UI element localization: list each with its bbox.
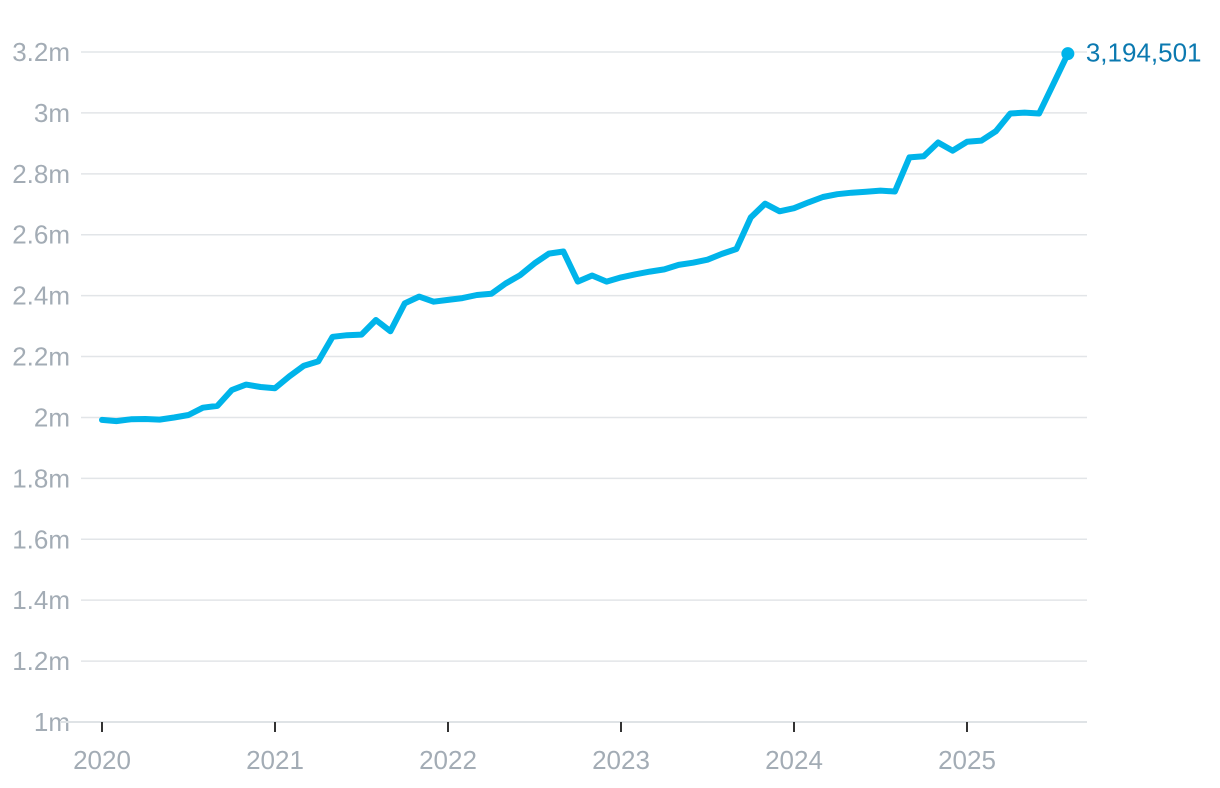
y-tick-label: 1.2m — [12, 646, 70, 676]
x-tick-label: 2020 — [73, 745, 131, 775]
y-tick-label: 1.4m — [12, 585, 70, 615]
y-tick-label: 1.8m — [12, 463, 70, 493]
end-point-marker — [1061, 47, 1075, 61]
y-axis-tick-labels: 1m1.2m1.4m1.6m1.8m2m2.2m2.4m2.6m2.8m3m3.… — [12, 37, 70, 737]
y-tick-label: 3m — [34, 98, 70, 128]
y-tick-label: 2.8m — [12, 159, 70, 189]
y-tick-label: 1.6m — [12, 524, 70, 554]
y-tick-label: 2.2m — [12, 342, 70, 372]
gridlines — [81, 51, 1087, 662]
y-tick-label: 2.4m — [12, 281, 70, 311]
end-value-label: 3,194,501 — [1086, 38, 1202, 68]
x-tick-label: 2025 — [938, 745, 996, 775]
x-tick-label: 2021 — [246, 745, 304, 775]
y-tick-label: 2.6m — [12, 220, 70, 250]
y-tick-label: 2m — [34, 402, 70, 432]
x-tick-label: 2022 — [419, 745, 477, 775]
y-tick-label: 3.2m — [12, 37, 70, 67]
x-axis: 2020 2021 2022 2023 2024 2025 — [73, 722, 996, 775]
x-tick-label: 2024 — [765, 745, 823, 775]
x-tick-label: 2023 — [592, 745, 650, 775]
series-line — [99, 50, 1071, 425]
